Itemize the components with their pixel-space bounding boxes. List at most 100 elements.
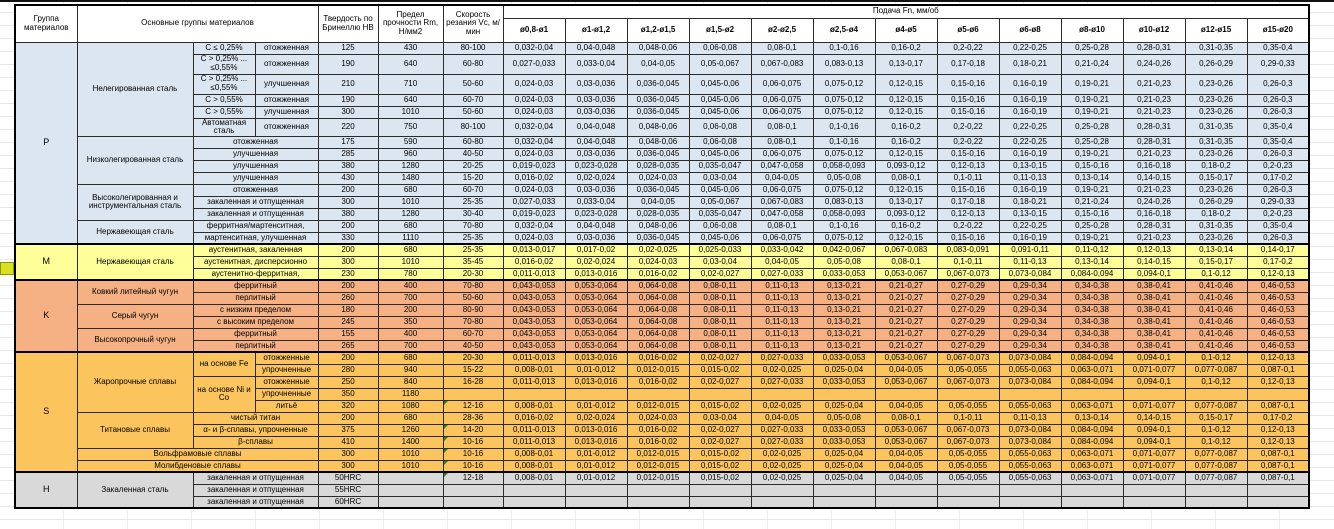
feed-cell[interactable]: 0,015-0,02	[688, 459, 752, 473]
feed-cell[interactable]: 0,35-0,4	[1246, 219, 1310, 233]
feed-cell[interactable]: 0,011-0,013	[502, 351, 566, 365]
feed-cell[interactable]: 0,016-0,02	[626, 423, 690, 437]
vc-cell[interactable]: 60-70	[442, 93, 504, 107]
feed-cell[interactable]	[936, 495, 1000, 509]
vc-cell[interactable]: 14-20	[442, 423, 504, 437]
feed-cell[interactable]	[1060, 387, 1124, 401]
feed-cell[interactable]: 0,025-0,04	[812, 399, 876, 413]
feed-cell[interactable]: 0,024-0,03	[626, 411, 690, 425]
feed-cell[interactable]: 0,05-0,055	[936, 471, 1000, 485]
feed-cell[interactable]: 0,25-0,28	[1060, 135, 1124, 149]
feed-cell[interactable]: 0,027-0,033	[750, 435, 814, 449]
vc-cell[interactable]: 16-28	[442, 375, 504, 389]
feed-cell[interactable]: 0,17-0,2	[1246, 255, 1310, 269]
vc-cell[interactable]: 60-70	[442, 183, 504, 197]
feed-cell[interactable]: 0,043-0,053	[502, 279, 566, 293]
feed-cell[interactable]: 0,04-0,05	[874, 447, 938, 461]
feed-cell[interactable]: 0,094-0,1	[1122, 423, 1186, 437]
feed-cell[interactable]: 0,28-0,31	[1122, 117, 1186, 137]
vc-cell[interactable]: 25-35	[442, 231, 504, 245]
feed-cell[interactable]: 0,12-0,15	[874, 147, 938, 161]
feed-cell[interactable]: 0,036-0,045	[626, 183, 690, 197]
feed-cell[interactable]: 0,1-0,12	[1184, 375, 1248, 389]
hb-cell[interactable]: 200	[317, 351, 379, 365]
feed-cell[interactable]: 0,2-0,23	[1246, 159, 1310, 173]
feed-cell[interactable]: 0,011-0,013	[502, 267, 566, 281]
material-cell[interactable]: Серый чугун	[76, 303, 194, 329]
feed-cell[interactable]: 0,18-0,21	[998, 53, 1062, 75]
feed-cell[interactable]: 0,28-0,31	[1122, 41, 1186, 55]
feed-cell[interactable]: 0,28-0,31	[1122, 219, 1186, 233]
feed-cell[interactable]: 0,21-0,27	[874, 327, 938, 341]
feed-cell[interactable]: 0,11-0,13	[750, 327, 814, 341]
hb-cell[interactable]: 200	[317, 243, 379, 257]
rm-cell[interactable]: 1010	[377, 447, 444, 461]
material-cell[interactable]: C > 0,55%	[192, 93, 256, 107]
feed-cell[interactable]: 0,08-0,1	[874, 411, 938, 425]
feed-cell[interactable]: 0,16-0,19	[998, 231, 1062, 245]
feed-cell[interactable]: 0,15-0,17	[1184, 171, 1248, 185]
feed-cell[interactable]: 0,073-0,084	[998, 351, 1062, 365]
feed-cell[interactable]: 0,19-0,21	[1060, 93, 1124, 107]
feed-cell[interactable]: 0,23-0,26	[1184, 183, 1248, 197]
feed-cell[interactable]: 0,27-0,29	[936, 279, 1000, 293]
feed-cell[interactable]: 0,19-0,21	[1060, 73, 1124, 95]
feed-cell[interactable]: 0,063-0,071	[1060, 399, 1124, 413]
feed-cell[interactable]: 0,053-0,067	[874, 267, 938, 281]
feed-cell[interactable]: 0,083-0,13	[812, 53, 876, 75]
feed-cell[interactable]: 0,08-0,11	[688, 315, 752, 329]
feed-cell[interactable]: 0,46-0,53	[1246, 339, 1310, 353]
hb-cell[interactable]: 190	[317, 53, 379, 75]
feed-cell[interactable]: 0,035-0,047	[688, 159, 752, 173]
feed-cell[interactable]: 0,23-0,26	[1184, 93, 1248, 107]
feed-cell[interactable]	[626, 495, 690, 509]
hb-cell[interactable]: 200	[317, 183, 379, 197]
feed-cell[interactable]: 0,055-0,063	[998, 471, 1062, 485]
feed-cell[interactable]: 0,38-0,41	[1122, 303, 1186, 317]
vc-cell[interactable]: 35-45	[442, 255, 504, 269]
feed-cell[interactable]: 0,03-0,036	[564, 105, 628, 119]
feed-cell[interactable]: 0,033-0,053	[812, 351, 876, 365]
feed-cell[interactable]: 0,055-0,063	[998, 447, 1062, 461]
feed-cell[interactable]: 0,2-0,22	[936, 219, 1000, 233]
material-cell[interactable]: отожженная	[254, 41, 319, 55]
feed-cell[interactable]: 0,087-0,1	[1246, 363, 1310, 377]
feed-cell[interactable]: 0,04-0,05	[750, 171, 814, 185]
diameter-header[interactable]: ø6-ø8	[998, 17, 1062, 43]
feed-cell[interactable]	[936, 483, 1000, 497]
feed-cell[interactable]	[564, 495, 628, 509]
feed-cell[interactable]: 0,093-0,12	[874, 159, 938, 173]
feed-cell[interactable]: 0,13-0,21	[812, 339, 876, 353]
feed-cell[interactable]: 0,46-0,53	[1246, 279, 1310, 293]
feed-cell[interactable]: 0,02-0,024	[564, 171, 628, 185]
feed-cell[interactable]: 0,064-0,08	[626, 279, 690, 293]
feed-cell[interactable]: 0,06-0,08	[688, 219, 752, 233]
feed-cell[interactable]: 0,13-0,14	[1060, 255, 1124, 269]
feed-cell[interactable]: 0,11-0,13	[750, 279, 814, 293]
material-cell[interactable]: C > 0,25% ... ≤0,55%	[192, 53, 256, 75]
feed-cell[interactable]: 0,093-0,12	[874, 207, 938, 221]
feed-cell[interactable]: 0,24-0,26	[1122, 195, 1186, 209]
feed-cell[interactable]: 0,1-0,12	[1184, 435, 1248, 449]
rm-cell[interactable]: 680	[377, 183, 444, 197]
feed-cell[interactable]: 0,29-0,34	[998, 339, 1062, 353]
feed-cell[interactable]: 0,036-0,045	[626, 105, 690, 119]
feed-cell[interactable]: 0,064-0,08	[626, 291, 690, 305]
feed-cell[interactable]: 0,025-0,04	[812, 471, 876, 485]
feed-cell[interactable]: 0,31-0,35	[1184, 117, 1248, 137]
header-strength[interactable]: Предел прочности Rm, Н/мм2	[377, 4, 444, 43]
feed-cell[interactable]	[1246, 483, 1310, 497]
feed-cell[interactable]: 0,027-0,033	[750, 351, 814, 365]
feed-cell[interactable]: 0,084-0,094	[1060, 375, 1124, 389]
material-cell[interactable]: отожженная	[254, 117, 319, 137]
feed-cell[interactable]: 0,08-0,1	[874, 171, 938, 185]
hb-cell[interactable]: 180	[317, 303, 379, 317]
feed-cell[interactable]	[688, 483, 752, 497]
material-cell[interactable]: аустенитная, закаленная	[192, 243, 319, 257]
feed-cell[interactable]: 0,41-0,46	[1184, 315, 1248, 329]
feed-cell[interactable]: 0,06-0,075	[750, 93, 814, 107]
feed-cell[interactable]: 0,027-0,033	[750, 423, 814, 437]
feed-cell[interactable]: 0,025-0,04	[812, 459, 876, 473]
feed-cell[interactable]	[688, 495, 752, 509]
material-cell[interactable]: Титановые сплавы	[76, 411, 194, 449]
